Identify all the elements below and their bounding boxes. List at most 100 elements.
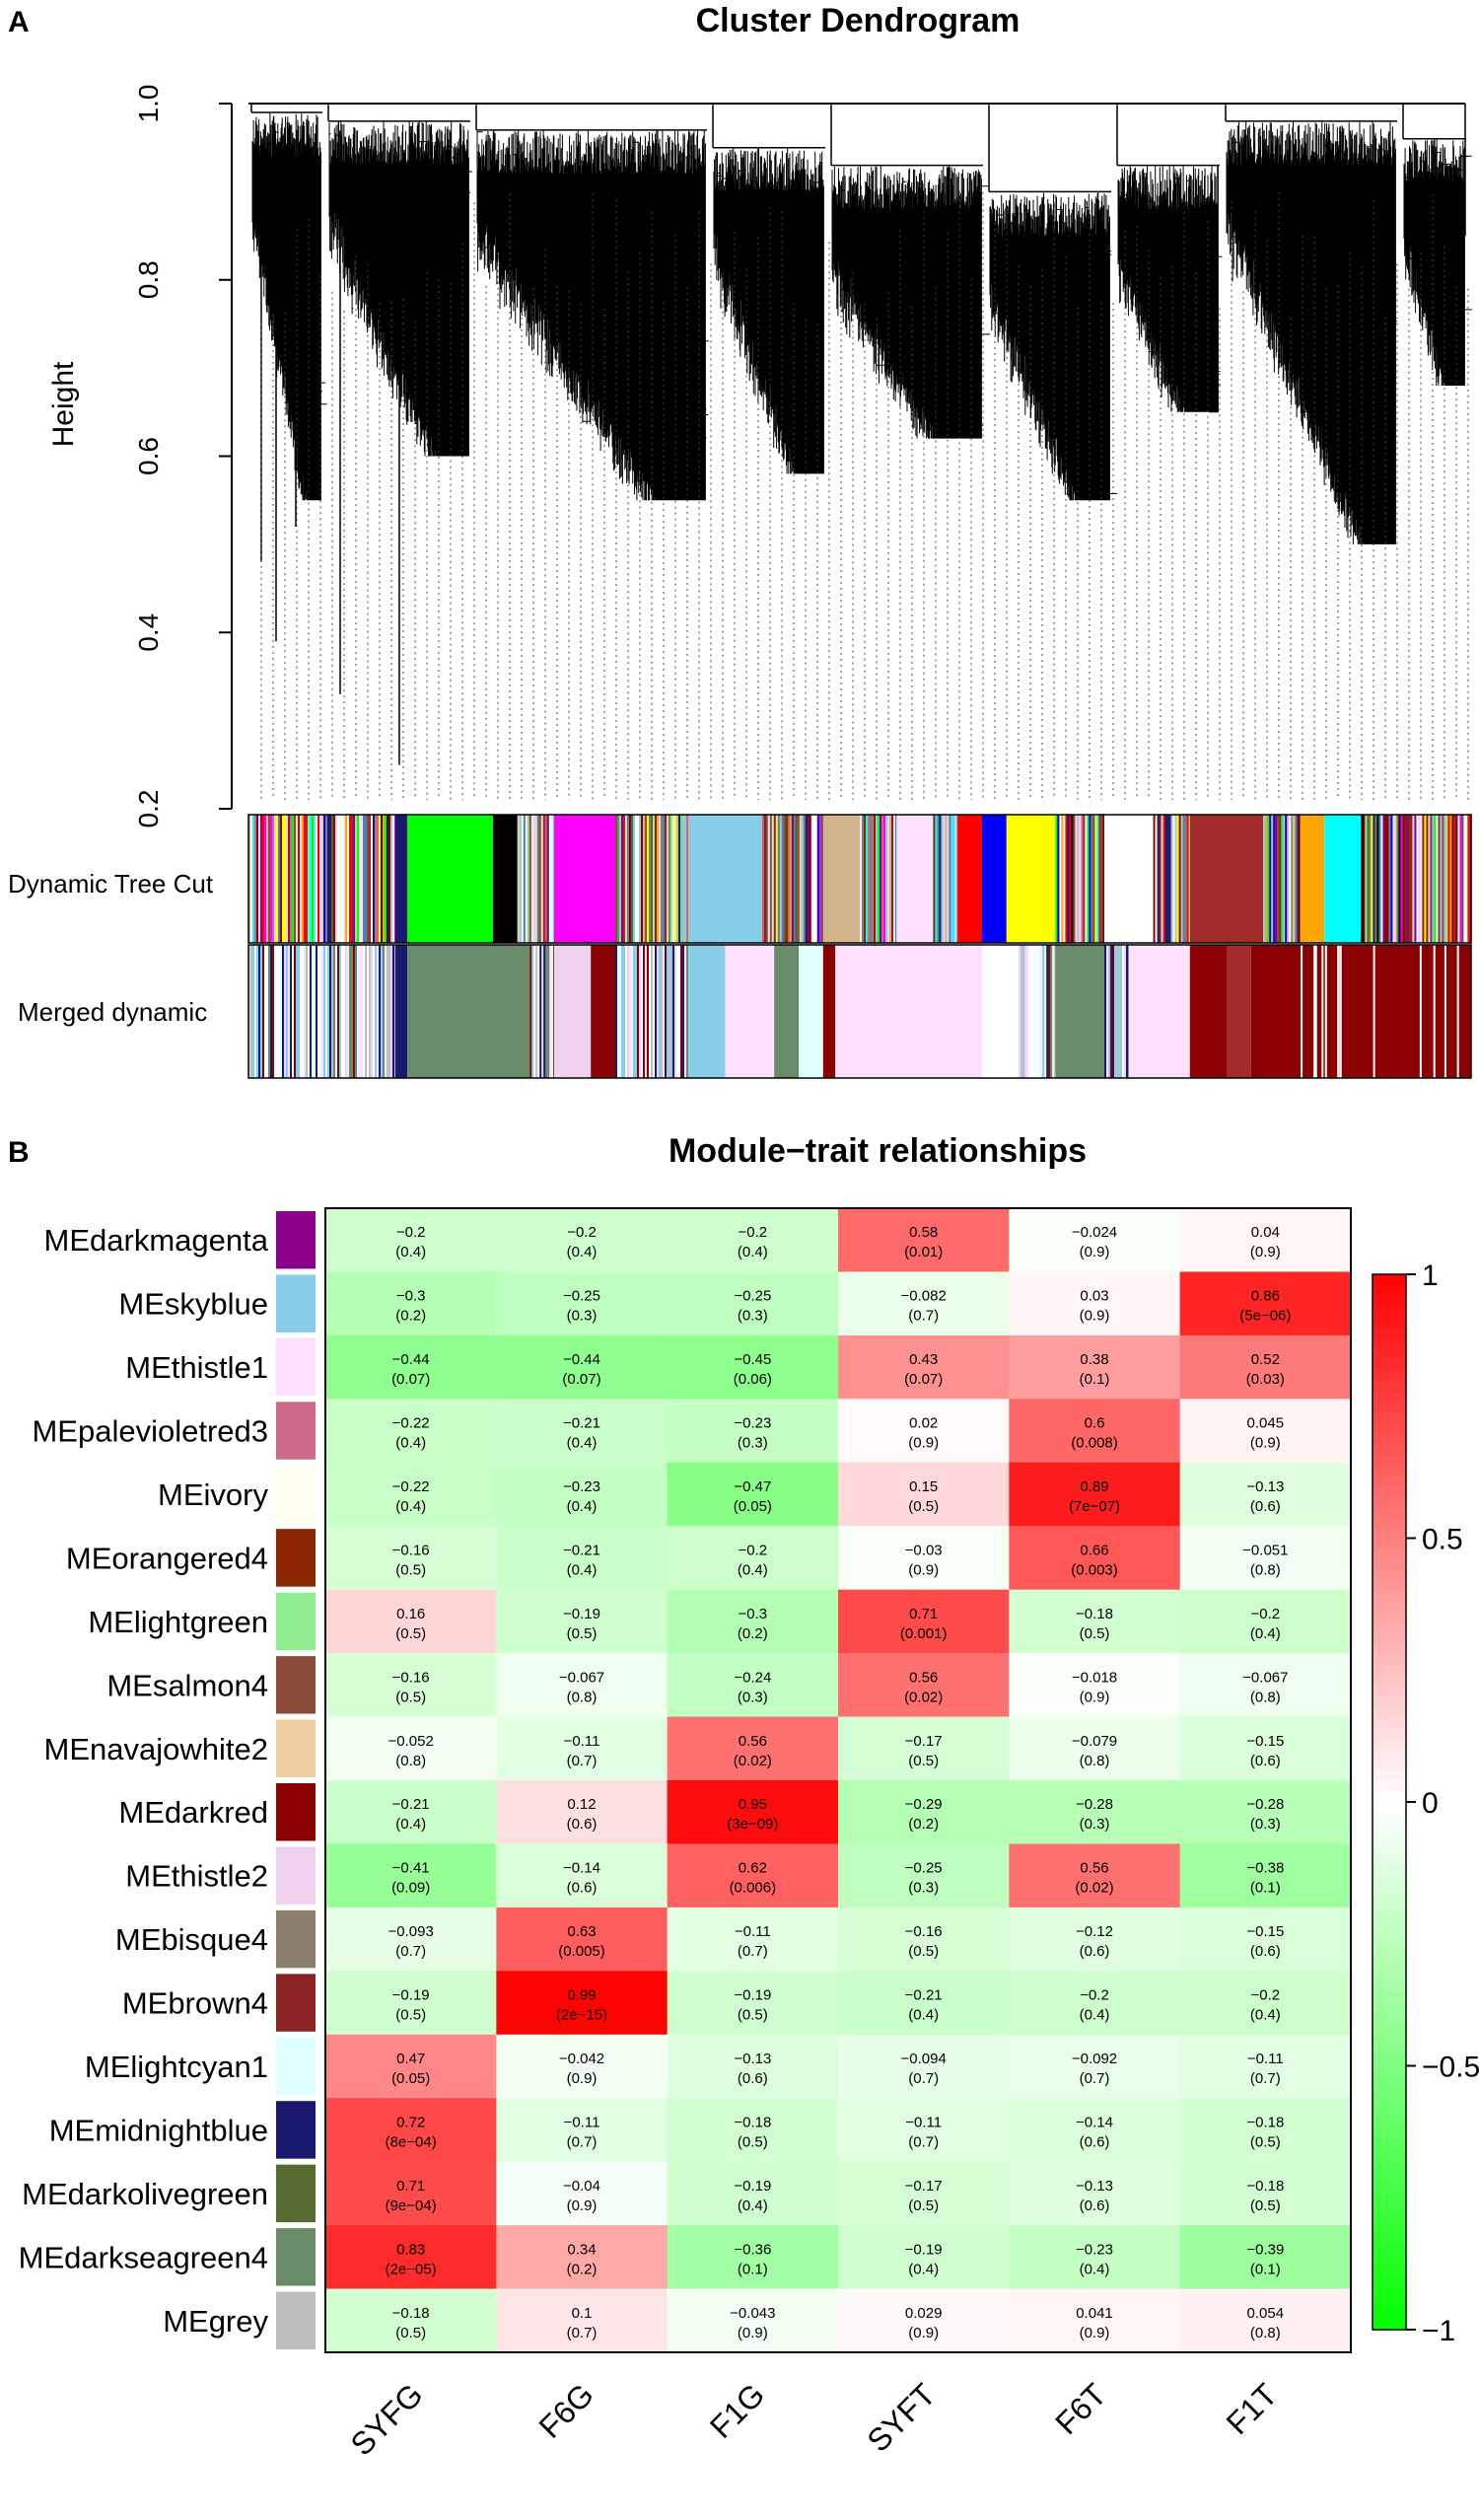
cell-correlation: 0.43 (909, 1351, 938, 1368)
cell-pvalue: (0.7) (567, 1753, 598, 1769)
module-stripe (619, 815, 622, 943)
cell-pvalue: (0.005) (558, 1943, 605, 1960)
y-tick-label: 0.6 (133, 437, 164, 475)
heatmap-row: MEdarkred −0.21 (0.4) 0.12 (0.6) 0.95 (3e−09) −… (118, 1780, 1352, 1844)
cell-correlation: −0.25 (905, 1860, 943, 1877)
module-stripe (371, 945, 374, 1078)
colorbar-step (1373, 1908, 1406, 1919)
module-stripe (535, 945, 538, 1078)
heatmap-cell (1179, 1526, 1352, 1591)
module-label: MElightcyan1 (85, 2050, 268, 2084)
module-stripe (375, 815, 378, 943)
module-stripe (525, 815, 528, 943)
module-stripe (1430, 815, 1433, 943)
heatmap-cell (838, 1716, 1010, 1781)
module-stripe (1050, 945, 1053, 1078)
heatmap-row: MEdarkmagenta −0.2 (0.4) −0.2 (0.4) −0.2 (0.4)… (44, 1208, 1352, 1272)
cell-correlation: −0.14 (563, 1860, 600, 1877)
cell-correlation: 0.15 (909, 1478, 938, 1495)
module-stripe (1369, 815, 1372, 943)
module-stripe (870, 815, 873, 943)
cell-correlation: 0.56 (739, 1733, 767, 1750)
heatmap-cell (838, 1907, 1010, 1972)
cell-pvalue: (0.5) (395, 2007, 426, 2024)
module-stripe (667, 815, 669, 943)
cell-correlation: 0.041 (1076, 2305, 1113, 2322)
module-stripe (663, 945, 666, 1078)
module-stripe (645, 945, 648, 1078)
heatmap-cell (667, 1334, 839, 1400)
module-stripe (254, 815, 257, 943)
module-stripe (805, 815, 808, 943)
heatmap-cell (1179, 2034, 1352, 2099)
heatmap-row: MEnavajowhite2 −0.052 (0.8) −0.11 (0.7) 0.56 (… (44, 1716, 1352, 1781)
module-stripe (635, 815, 638, 943)
cell-correlation: 0.1 (572, 2305, 593, 2322)
cell-pvalue: (0.7) (908, 2070, 939, 2087)
module-stripe (347, 945, 350, 1078)
module-stripe (351, 945, 354, 1078)
module-stripe (1361, 815, 1364, 943)
module-stripe (1390, 815, 1393, 943)
cell-correlation: 0.66 (1080, 1542, 1108, 1558)
module-stripe (1038, 945, 1041, 1078)
dendrogram-cluster (830, 104, 991, 439)
module-stripe (893, 815, 896, 943)
trait-label: F6G (531, 2376, 599, 2444)
colorbar-step (1373, 1527, 1406, 1540)
heatmap-cell (1009, 2225, 1181, 2290)
heatmap-cell (325, 2288, 497, 2353)
colorbar-step (1373, 1380, 1406, 1392)
module-stripe (1032, 945, 1035, 1078)
module-stripe (549, 945, 552, 1078)
heatmap-cell (1009, 1208, 1181, 1272)
cell-correlation: 0.04 (1251, 1224, 1280, 1241)
module-stripe (351, 815, 354, 943)
cell-correlation: −0.18 (734, 2114, 771, 2130)
heatmap-cell (496, 2288, 669, 2353)
module-stripe (270, 815, 273, 943)
trait-label: F1T (1220, 2376, 1285, 2441)
module-stripe (1273, 815, 1276, 943)
heatmap-cell (838, 1971, 1010, 2036)
module-stripe (304, 815, 307, 943)
module-stripe (1321, 945, 1324, 1078)
module-stripe (1424, 815, 1427, 943)
heatmap-cell (838, 2034, 1010, 2099)
module-block (822, 815, 860, 943)
heatmap-cell (1179, 1589, 1352, 1654)
module-stripe (521, 815, 524, 943)
cell-correlation: −0.11 (564, 1733, 600, 1750)
cell-pvalue: (0.1) (738, 2261, 768, 2277)
module-stripe (1373, 945, 1375, 1078)
module-stripe (1301, 945, 1303, 1078)
module-stripe (643, 815, 646, 943)
colorbar-step (1373, 1728, 1406, 1740)
module-stripe (312, 815, 315, 943)
cell-correlation: −0.14 (1076, 2114, 1113, 2130)
module-stripe (682, 815, 685, 943)
module-stripe (1402, 815, 1405, 943)
module-stripe (876, 815, 879, 943)
module-stripe (659, 945, 662, 1078)
module-stripe (1367, 815, 1370, 943)
module-stripe (369, 945, 372, 1078)
cell-pvalue: (0.9) (908, 2325, 939, 2341)
module-stripe (1122, 945, 1125, 1078)
heatmap-cell (496, 1907, 669, 1972)
module-stripe (947, 815, 950, 943)
colorbar-step (1373, 2086, 1406, 2099)
colorbar-step (1373, 2065, 1406, 2077)
cell-pvalue: (0.5) (1250, 2197, 1281, 2214)
module-stripe (1406, 815, 1409, 943)
heatmap-cell (1179, 1716, 1352, 1781)
module-stripe (321, 945, 324, 1078)
heatmap-row: MEorangered4 −0.16 (0.5) −0.21 (0.4) −0.2 (0.4… (66, 1526, 1352, 1591)
module-stripe (1376, 815, 1379, 943)
module-stripe (1426, 815, 1429, 943)
module-stripe (1170, 815, 1173, 943)
module-stripe (355, 815, 358, 943)
cell-pvalue: (0.6) (1250, 1753, 1281, 1769)
module-stripe (1174, 815, 1177, 943)
heatmap-cell (1179, 1271, 1352, 1336)
